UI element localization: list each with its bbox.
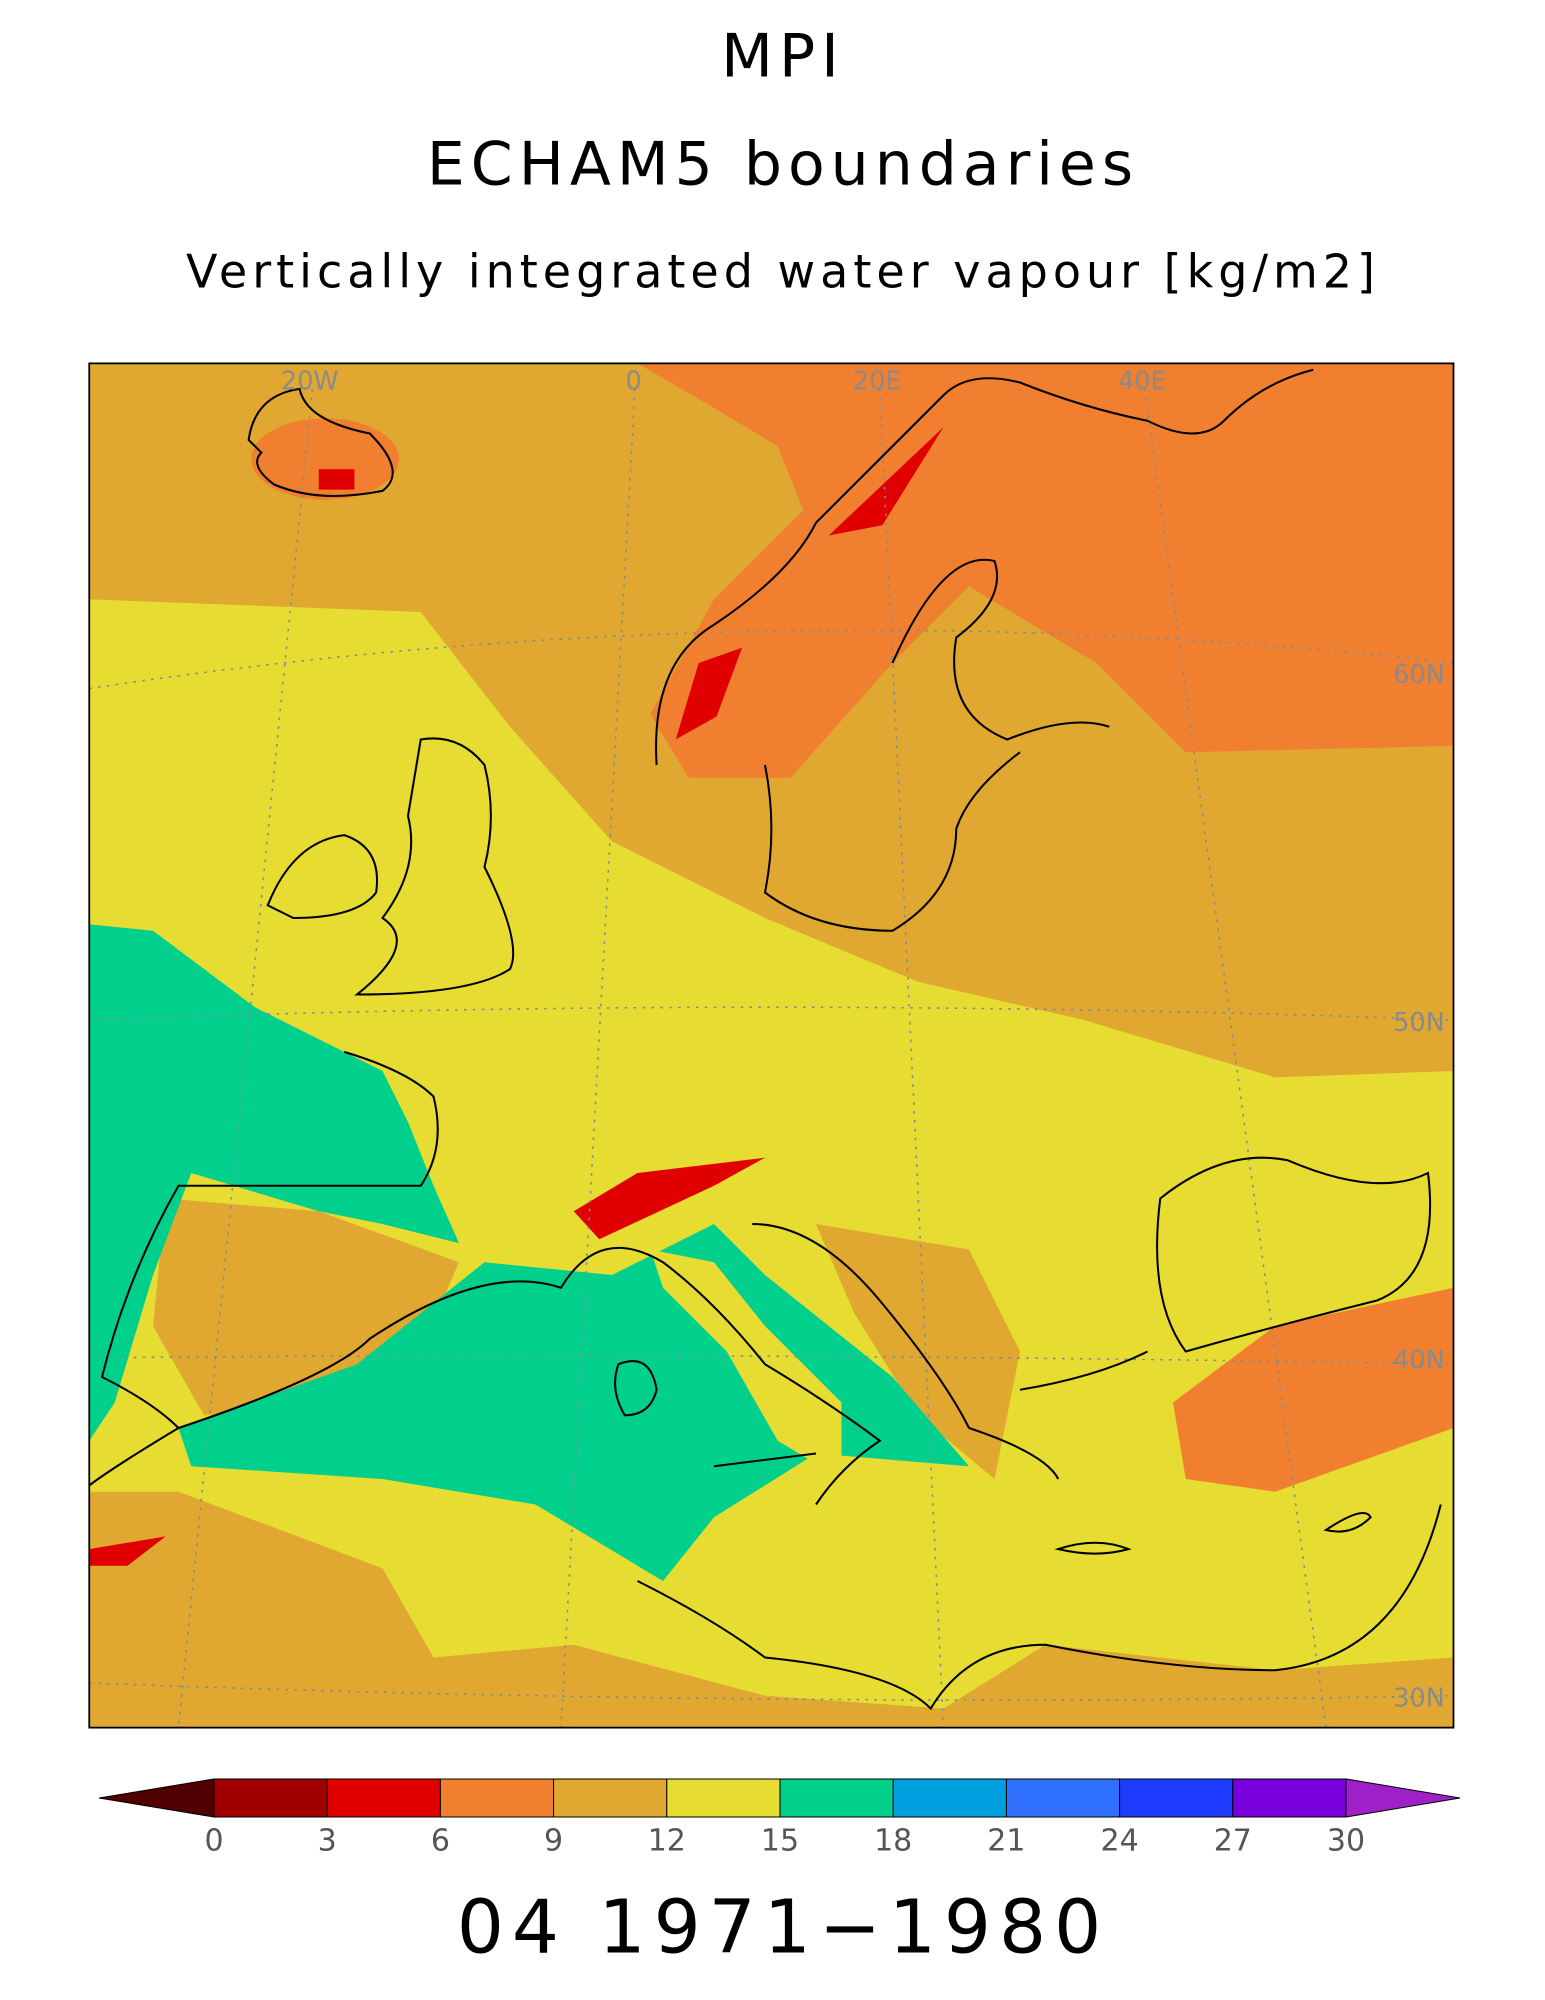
- lon-label: 40E: [1118, 367, 1167, 397]
- colorbar-tick-label: 0: [204, 1824, 223, 1859]
- graticule-line: [89, 1682, 1454, 1701]
- coastline: [752, 1156, 1432, 1480]
- field-anatolia: [1172, 1287, 1454, 1492]
- subtitle: ECHAM5 boundaries: [427, 130, 1139, 200]
- graticule-line: [89, 1006, 1454, 1021]
- graticule-line: [878, 388, 945, 1728]
- footer: 04 1971−1980: [457, 1885, 1109, 1971]
- field-italy: [650, 1249, 842, 1479]
- graticule-line: [89, 1354, 1454, 1366]
- graticule-line: [560, 388, 636, 1728]
- colorbar-tick-label: 30: [1327, 1824, 1365, 1859]
- map-field: [89, 363, 1454, 1728]
- coastline: [89, 1050, 1442, 1711]
- field-mediterranean: [178, 1224, 969, 1581]
- coastline: [266, 737, 515, 996]
- field-alps: [573, 1157, 765, 1240]
- colorbar-segment: [666, 1778, 781, 1818]
- colorbar-tick-label: 6: [431, 1824, 450, 1859]
- colorbar-tick-label: 18: [874, 1824, 912, 1859]
- colorbar-segment: [326, 1778, 441, 1818]
- colorbar-segment: [1232, 1778, 1347, 1818]
- colorbar-segment: [553, 1778, 668, 1818]
- colorbar-segment: [1005, 1778, 1121, 1818]
- colorbar-tick-label: 12: [648, 1824, 686, 1859]
- colorbar-segment: [213, 1778, 328, 1818]
- lon-label: 20E: [853, 367, 902, 397]
- field-balkans: [816, 1224, 1020, 1479]
- field-scandes: [828, 427, 944, 536]
- colorbar-tick-label: 21: [987, 1824, 1025, 1859]
- coastline: [614, 1360, 1372, 1555]
- colorbar-segment: [892, 1778, 1007, 1818]
- colorbar-tick-label: 27: [1214, 1824, 1252, 1859]
- field-iceland: [251, 418, 400, 500]
- coastline: [655, 368, 1314, 932]
- colorbar-tick-label: 9: [544, 1824, 563, 1859]
- graticule: [89, 388, 1454, 1728]
- coastlines: [89, 368, 1442, 1711]
- colorbar-segment: [1119, 1778, 1234, 1818]
- colorbar-over: [1345, 1778, 1461, 1818]
- lon-label: 0: [626, 367, 642, 397]
- lat-label: 60N: [1393, 660, 1445, 690]
- lat-label: 30N: [1393, 1684, 1445, 1714]
- graticule-line: [177, 388, 314, 1728]
- colorbar: 0 3 6 9 12 15 18 21 24 27 30: [98, 1778, 1461, 1859]
- colorbar-segment: [779, 1778, 894, 1818]
- lat-label: 50N: [1393, 1008, 1445, 1038]
- graticule-line: [89, 629, 1454, 690]
- colorbar-tick-label: 3: [318, 1824, 337, 1859]
- variable-label: Vertically integrated water vapour [kg/m…: [186, 245, 1380, 299]
- map: 20W 0 20E 40E 60N 50N 40N 30N: [88, 362, 1455, 1729]
- title: MPI: [721, 22, 845, 92]
- graticule-line: [1144, 388, 1327, 1728]
- field-atlantic: [89, 924, 459, 1441]
- field-norway: [675, 647, 743, 740]
- field-atlas: [89, 1536, 166, 1566]
- colorbar-segment: [439, 1778, 555, 1818]
- colorbar-under: [98, 1778, 215, 1818]
- colorbar-tick-label: 15: [761, 1824, 799, 1859]
- map-frame: [88, 362, 1455, 1729]
- field-north: [637, 363, 1454, 778]
- field-iceland-peak: [318, 469, 355, 490]
- lat-label: 40N: [1393, 1346, 1445, 1376]
- colorbar-tick-label: 24: [1101, 1824, 1139, 1859]
- coastline: [247, 387, 394, 497]
- lon-label: 20W: [281, 367, 339, 397]
